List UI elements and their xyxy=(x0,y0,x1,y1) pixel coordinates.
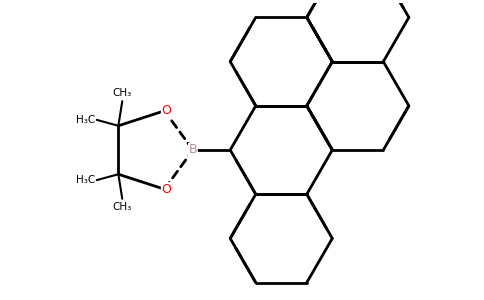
Text: H₃C: H₃C xyxy=(76,175,95,185)
Text: CH₃: CH₃ xyxy=(113,88,132,98)
Text: CH₃: CH₃ xyxy=(113,202,132,212)
Text: O: O xyxy=(162,183,171,196)
Text: O: O xyxy=(162,104,171,117)
Text: B: B xyxy=(189,143,197,157)
Text: H₃C: H₃C xyxy=(76,115,95,125)
